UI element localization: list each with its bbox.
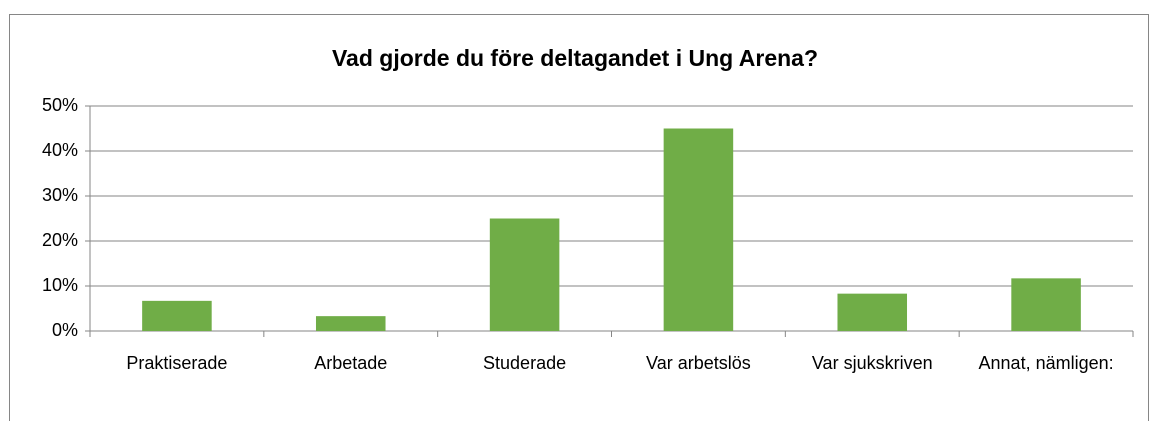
bar (315, 316, 386, 331)
bar (1011, 278, 1081, 331)
x-tick-label: Arbetade (314, 353, 387, 373)
x-tick-label: Studerade (483, 353, 566, 373)
x-tick-label: Annat, nämligen: (979, 353, 1114, 373)
x-tick-label: Var sjukskriven (812, 353, 933, 373)
bar (489, 218, 560, 331)
x-tick-label: Praktiserade (126, 353, 227, 373)
y-tick-label: 0% (52, 320, 78, 340)
bar (837, 293, 908, 331)
y-tick-label: 50% (42, 95, 78, 115)
bar (663, 128, 734, 331)
bar (142, 300, 212, 331)
chart-title: Vad gjorde du före deltagandet i Ung Are… (332, 45, 818, 71)
y-tick-label: 30% (42, 185, 78, 205)
x-tick-label: Var arbetslös (646, 353, 751, 373)
y-tick-label: 20% (42, 230, 78, 250)
y-tick-label: 40% (42, 140, 78, 160)
chart-frame (9, 14, 1149, 421)
y-tick-label: 10% (42, 275, 78, 295)
